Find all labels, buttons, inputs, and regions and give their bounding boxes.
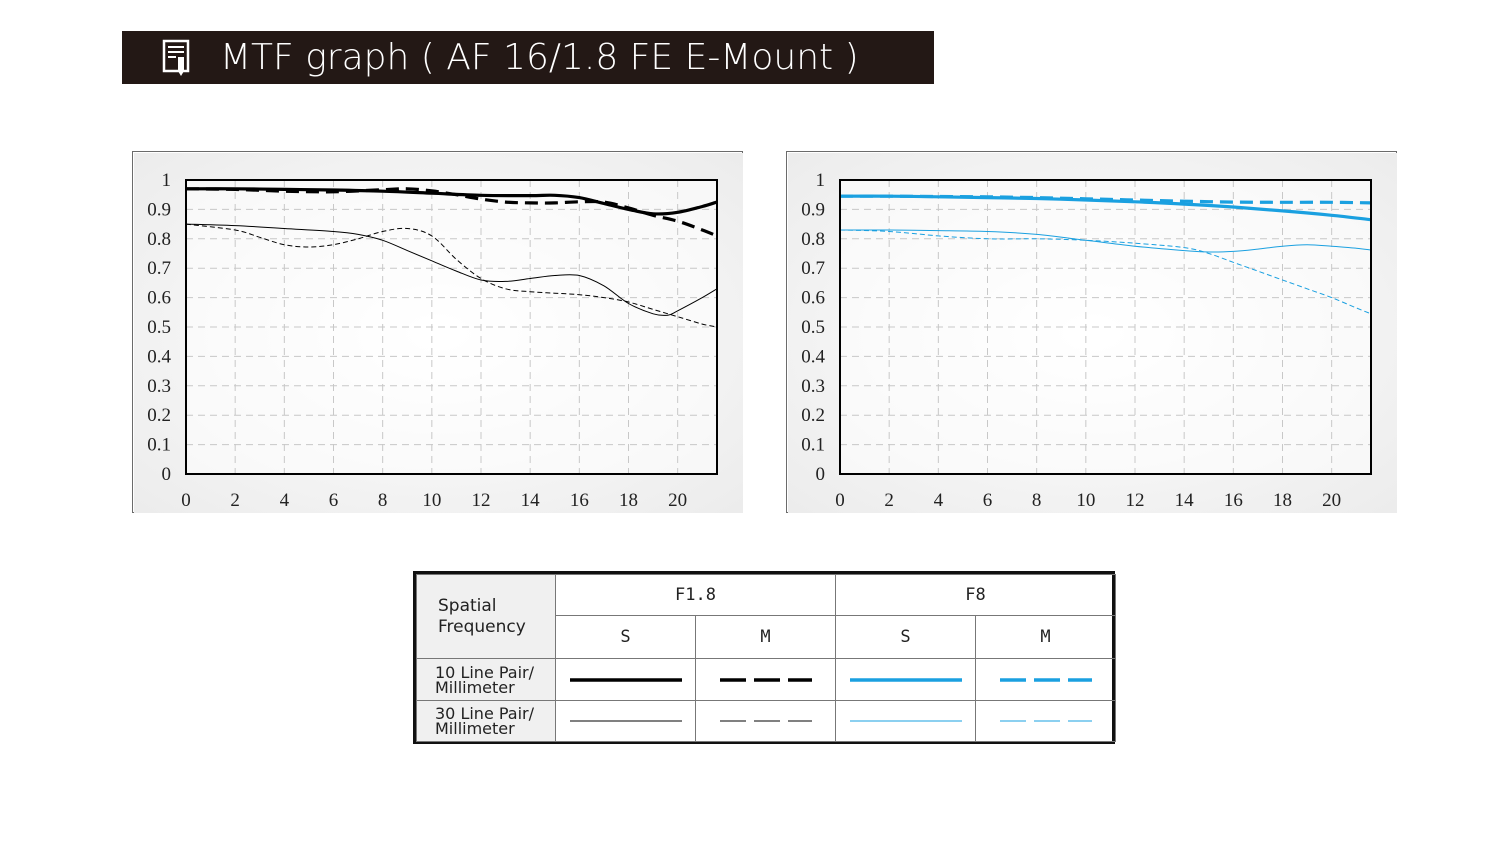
legend-table: Spatial Frequency F1.8 F8 S M S M 10 Lin… [413,571,1117,744]
legend-swatch-f8-m-10 [975,658,1117,701]
f18-x-tick-label: 6 [329,490,339,511]
f18-x-tick-label: 8 [378,490,388,511]
f8-x-tick-label: 16 [1224,490,1243,511]
f8-y-tick-label: 0.9 [801,199,825,220]
legend-row-30lp-line1: 30 Line Pair/ [435,704,535,723]
f18-y-tick-label: 1 [162,170,172,191]
f8-y-tick-label: 0 [816,464,826,485]
f8-series-dashed-thin [840,229,1371,315]
f8-x-tick-label: 10 [1076,490,1095,511]
mtf-chart-f8-svg: 0 2 4 6 8 10 12 14 16 18 20 0 0.1 0.2 0.3 0.4 0.5 0.6 0.7 0… [788,153,1397,513]
legend-swatch-f18-m-10 [694,658,837,701]
f18-y-tick-label: 0.5 [147,317,171,338]
f18-x-tick-label: 14 [521,490,541,511]
f18-series-solid-thin [186,223,717,316]
f18-y-tick-label: 0.3 [147,376,171,397]
legend-aperture-f8: F8 [835,574,1117,616]
legend-row-10lp-line1: 10 Line Pair/ [435,662,535,682]
f18-x-tick-label: 20 [668,490,687,511]
f18-y-tick-label: 0.6 [147,288,171,309]
legend-swatch-f18-m-30 [694,700,837,742]
f18-y-tick-label: 0.4 [147,346,171,367]
mtf-chart-f18: 0 2 4 6 8 10 12 14 16 18 20 0 0.1 0.2 0.3 0.4 0.5 0.6 0.7 0… [132,151,743,513]
legend-swatch-f18-s-30 [555,700,696,742]
legend-row-10lp: 10 Line Pair/ Millimeter [416,658,556,701]
legend-corner: Spatial Frequency [416,574,556,659]
f8-x-tick-label: 2 [884,490,894,511]
legend-aperture-f18: F1.8 [554,574,837,616]
legend-swatch-f8-s-10 [835,658,977,701]
f8-y-tick-label: 0.1 [801,435,825,456]
f8-x-tick-label: 8 [1032,490,1042,511]
title-bar: MTF graph ( AF 16/1.8 FE E-Mount ) [122,31,934,84]
legend-row-30lp-line2: Millimeter [435,719,515,738]
f8-series-solid-thin [840,229,1371,253]
f8-y-tick-label: 0.5 [801,317,825,338]
mtf-chart-f8: 0 2 4 6 8 10 12 14 16 18 20 0 0.1 0.2 0.3 0.4 0.5 0.6 0.7 0… [786,151,1397,513]
f18-y-tick-label: 0.1 [147,435,171,456]
f18-x-tick-label: 10 [422,490,441,511]
f8-y-tick-label: 0.6 [801,288,825,309]
legend-swatch-f8-m-30 [975,700,1117,742]
f18-x-tick-label: 0 [181,490,191,511]
f18-y-tick-label: 0.2 [147,405,171,426]
f8-y-tick-label: 0.8 [801,229,825,250]
f8-x-tick-label: 6 [983,490,993,511]
legend-swatch-f18-s-10 [555,658,696,701]
legend-corner-line2: Frequency [438,616,526,637]
legend-s-header: S [555,615,696,659]
f8-y-tick-label: 0.2 [801,405,825,426]
legend-m-header: M [694,615,837,659]
f18-x-tick-label: 4 [280,490,290,511]
f18-series-dashed-thick [186,187,717,238]
legend-s-header: S [835,615,977,659]
f18-series-dashed-thin [186,223,717,328]
f18-x-tick-label: 12 [472,490,491,511]
legend-swatch-f8-s-30 [835,700,977,742]
f8-y-tick-label: 0.4 [801,346,825,367]
f8-y-tick-label: 0.7 [801,258,825,279]
f18-axes-frame [185,179,718,475]
f8-y-tick-label: 0.3 [801,376,825,397]
f8-x-tick-label: 18 [1273,490,1292,511]
document-pen-icon [162,39,192,77]
legend-row-10lp-line2: Millimeter [435,677,515,697]
f18-y-tick-label: 0 [162,464,172,485]
f18-series-solid-thick [186,187,717,216]
f18-x-tick-label: 16 [570,490,589,511]
f18-y-tick-label: 0.9 [147,199,171,220]
f8-x-tick-label: 14 [1175,490,1195,511]
legend-m-header: M [975,615,1117,659]
f18-y-tick-label: 0.8 [147,229,171,250]
f8-x-tick-label: 12 [1126,490,1145,511]
f8-y-tick-label: 1 [816,170,826,191]
f18-x-tick-label: 18 [619,490,638,511]
f8-x-tick-label: 0 [835,490,845,511]
legend-corner-line1: Spatial [438,595,497,616]
page-title: MTF graph ( AF 16/1.8 FE E-Mount ) [220,37,859,78]
mtf-chart-f18-svg: 0 2 4 6 8 10 12 14 16 18 20 0 0.1 0.2 0.3 0.4 0.5 0.6 0.7 0… [134,153,743,513]
f18-x-tick-label: 2 [230,490,240,511]
legend-row-30lp: 30 Line Pair/ Millimeter [416,700,556,742]
f8-axes-frame [839,179,1372,475]
f8-x-tick-label: 4 [934,490,944,511]
f8-x-tick-label: 20 [1322,490,1341,511]
f18-y-tick-label: 0.7 [147,258,171,279]
f8-series-dashed-thick [840,194,1371,205]
